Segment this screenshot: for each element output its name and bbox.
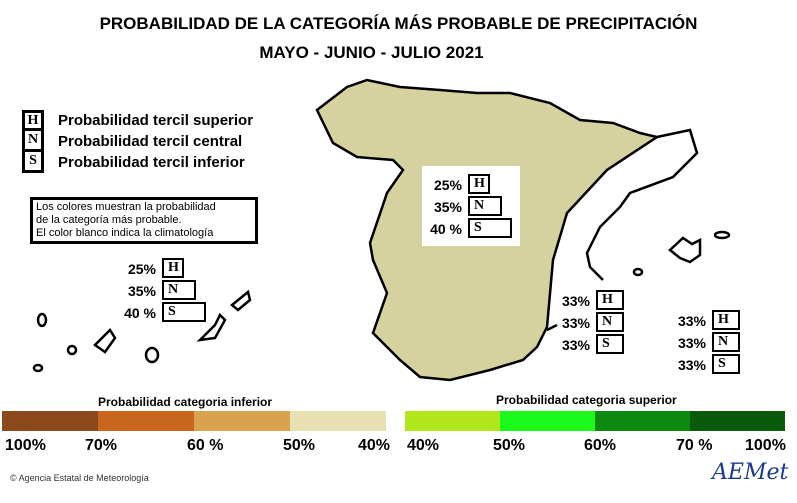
scale_superior-tick: 50% — [493, 437, 526, 454]
stack-mediterraneo: 33% H 33% N 33% S — [550, 290, 624, 356]
scale_inferior-tick: 50% — [283, 437, 316, 454]
box-n: N — [596, 312, 624, 332]
pct-h: 25% — [127, 261, 156, 277]
box-s: S — [468, 218, 512, 238]
scale_superior-tick: 100% — [745, 437, 786, 454]
pct-s: 40 % — [124, 305, 156, 321]
legend-label: Probabilidad tercil central — [58, 133, 243, 150]
box-s: S — [596, 334, 624, 354]
scale_inferior-swatch — [290, 411, 386, 431]
scale_inferior-swatch — [194, 411, 290, 431]
legend-box-n: N — [22, 131, 44, 152]
scale-inferior-title: Probabilidad categoria inferior — [98, 395, 273, 409]
aemet-logo: AEMet — [712, 460, 789, 485]
note-box: Los colores muestran la probabilidad de … — [30, 197, 258, 244]
box-h: H — [596, 290, 624, 310]
scale_superior-swatch — [595, 411, 690, 431]
legend-label: Probabilidad tercil inferior — [58, 154, 245, 171]
legend-item-s: S Probabilidad tercil inferior — [22, 152, 245, 173]
note-line: El color blanco indica la climatología — [36, 227, 214, 239]
box-h: H — [712, 310, 740, 330]
pct-n: 33% — [677, 335, 706, 351]
scale_superior-swatch — [405, 411, 500, 431]
scale_superior-swatch — [500, 411, 595, 431]
scale_superior-tick: 70 % — [676, 437, 713, 454]
pct-s: 40 % — [430, 221, 462, 237]
scale_superior-swatch — [690, 411, 785, 431]
legend-label: Probabilidad tercil superior — [58, 112, 254, 129]
scale_inferior-tick: 70% — [85, 437, 118, 454]
scale_inferior-tick: 100% — [5, 437, 46, 454]
legend-item-n: N Probabilidad tercil central — [22, 131, 242, 152]
stack-peninsula: 25% H 35% N 40 % S — [422, 166, 520, 246]
box-n: N — [712, 332, 740, 352]
pct-s: 33% — [561, 337, 590, 353]
island-mallorca — [668, 236, 702, 264]
legend-item-h: H Probabilidad tercil superior — [22, 110, 253, 131]
scale-superior-title: Probabilidad categoria superior — [496, 393, 677, 407]
legend-box-s: S — [22, 152, 44, 173]
title-line2: MAYO - JUNIO - JULIO 2021 — [259, 43, 484, 62]
box-s: S — [162, 302, 206, 322]
scale_superior-tick: 40% — [407, 437, 440, 454]
pct-h: 33% — [561, 293, 590, 309]
mediterranean-coast — [585, 128, 699, 281]
pct-n: 35% — [433, 199, 462, 215]
legend-box-h: H — [22, 110, 44, 131]
stack-baleares: 33% H 33% N 33% S — [666, 310, 740, 376]
box-h: H — [468, 174, 490, 194]
box-h: H — [162, 258, 184, 278]
pct-h: 25% — [433, 177, 462, 193]
title-line1: PROBABILIDAD DE LA CATEGORÍA MÁS PROBABL… — [99, 14, 698, 33]
credit-text: © Agencia Estatal de Meteorología — [10, 473, 149, 483]
scale_inferior-swatch — [2, 411, 98, 431]
island-ibiza — [632, 267, 644, 277]
note-line: de la categoría más probable. — [36, 214, 182, 226]
box-n: N — [468, 196, 502, 216]
scale_inferior-swatch — [98, 411, 194, 431]
note-line: Los colores muestran la probabilidad — [36, 201, 216, 213]
pct-h: 33% — [677, 313, 706, 329]
pct-n: 35% — [127, 283, 156, 299]
scale_superior-tick: 60% — [584, 437, 617, 454]
stack-canarias: 25% H 35% N 40 % S — [116, 258, 206, 324]
scale_inferior-tick: 60 % — [187, 437, 224, 454]
pct-s: 33% — [677, 357, 706, 373]
island-menorca — [713, 230, 731, 240]
canary-islands — [32, 289, 252, 373]
box-n: N — [162, 280, 196, 300]
pct-n: 33% — [561, 315, 590, 331]
box-s: S — [712, 354, 740, 374]
scale_inferior-tick: 40% — [358, 437, 391, 454]
